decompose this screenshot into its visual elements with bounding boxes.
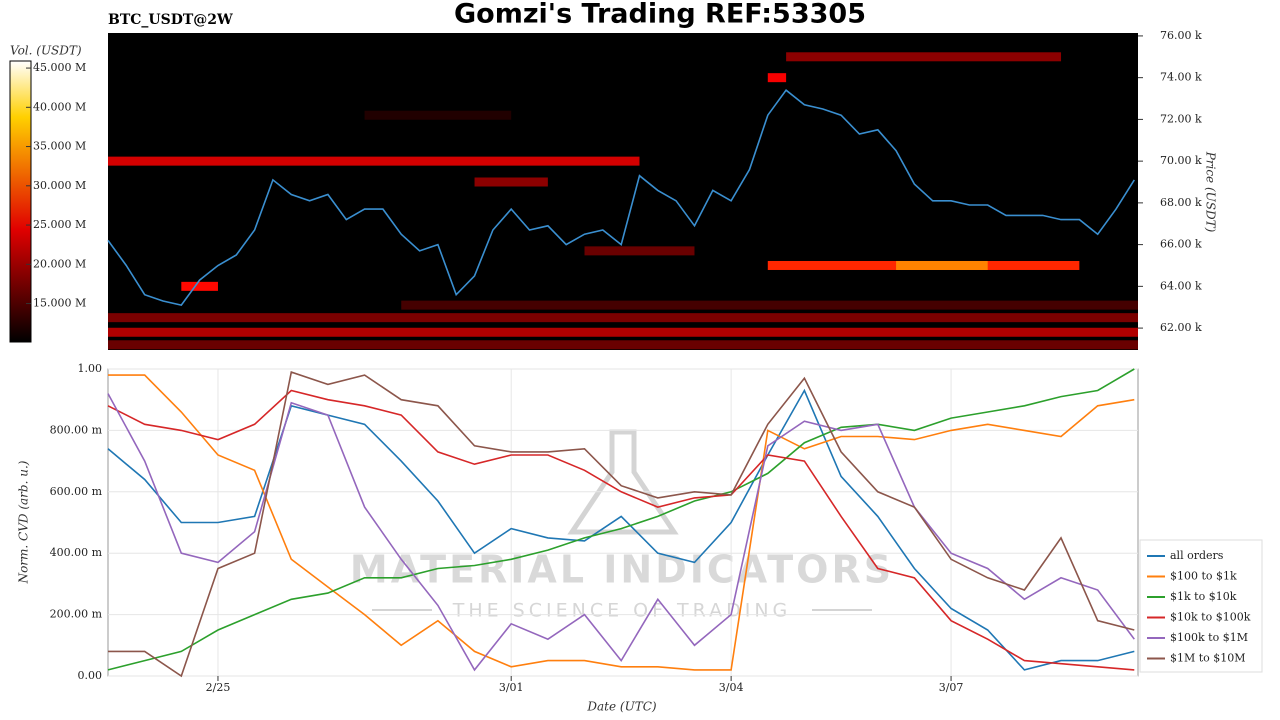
y-tick-label: 0.00 bbox=[78, 669, 103, 682]
legend-label: $100 to $1k bbox=[1170, 570, 1237, 583]
heatmap-cell bbox=[108, 327, 1138, 337]
heatmap-cell bbox=[401, 300, 1139, 310]
y-tick-label: 1.00 bbox=[78, 362, 103, 375]
cvd-line bbox=[107, 388, 1135, 671]
cvd-line bbox=[107, 389, 1135, 671]
heatmap-cell bbox=[364, 110, 512, 120]
y-tick-label: 76.00 k bbox=[1160, 29, 1202, 42]
chart-subtitle: BTC_USDT@2W bbox=[108, 12, 233, 28]
x-axis-label: Date (UTC) bbox=[586, 700, 656, 714]
colorbar bbox=[9, 60, 32, 343]
watermark-text: THE SCIENCE OF TRADING bbox=[452, 600, 792, 622]
heatmap-cell bbox=[474, 177, 548, 187]
legend-label: $10k to $100k bbox=[1170, 611, 1251, 624]
y-tick-label: 72.00 k bbox=[1160, 112, 1202, 125]
colorbar-tick-label: 40.000 M bbox=[33, 100, 86, 113]
x-tick-label: 3/07 bbox=[939, 681, 964, 694]
legend bbox=[1139, 539, 1263, 673]
colorbar-tick-label: 45.000 M bbox=[33, 61, 86, 74]
colorbar-tick-label: 25.000 M bbox=[33, 218, 86, 231]
y-tick-label: 400.00 m bbox=[50, 546, 103, 559]
x-tick-label: 3/01 bbox=[499, 681, 524, 694]
heatmap-cell bbox=[108, 156, 640, 166]
heatmap-cell bbox=[584, 246, 695, 256]
colorbar-label: Vol. (USDT) bbox=[10, 44, 82, 58]
y-tick-label: 64.00 k bbox=[1160, 279, 1202, 292]
price-line bbox=[107, 89, 1135, 306]
plot-frame bbox=[107, 368, 1139, 677]
cvd-line bbox=[108, 374, 1135, 671]
heatmap-cell bbox=[767, 73, 787, 83]
y-tick-label: 600.00 m bbox=[50, 485, 103, 498]
heatmap-cell bbox=[108, 340, 1138, 350]
y-tick-label: 74.00 k bbox=[1160, 71, 1202, 84]
cvd-line bbox=[107, 393, 1135, 672]
y-axis-label: Price (USDT) bbox=[1204, 151, 1218, 233]
cvd-line bbox=[107, 368, 1135, 671]
watermark-text: MATERIAL INDICATORS bbox=[350, 548, 894, 592]
cvd-line bbox=[108, 371, 1135, 678]
y-tick-label: 200.00 m bbox=[50, 608, 103, 621]
colorbar-tick-label: 30.000 M bbox=[33, 179, 86, 192]
heatmap-cell bbox=[896, 260, 988, 270]
y-tick-label: 62.00 k bbox=[1160, 321, 1202, 334]
colorbar-tick-label: 35.000 M bbox=[33, 140, 86, 153]
legend-label: $1M to $10M bbox=[1170, 652, 1246, 665]
legend-label: $100k to $1M bbox=[1170, 631, 1248, 644]
y-tick-label: 66.00 k bbox=[1160, 238, 1202, 251]
heatmap-cell bbox=[181, 281, 218, 291]
y-axis-label: Norm. CVD (arb. u.) bbox=[17, 460, 31, 584]
legend-label: $1k to $10k bbox=[1170, 590, 1237, 603]
x-tick-label: 3/04 bbox=[719, 681, 744, 694]
colorbar-tick-label: 15.000 M bbox=[33, 297, 86, 310]
heatmap-cell bbox=[786, 52, 1062, 62]
colorbar-tick-label: 20.000 M bbox=[33, 257, 86, 270]
y-tick-label: 800.00 m bbox=[50, 423, 103, 436]
y-tick-label: 68.00 k bbox=[1160, 196, 1202, 209]
x-tick-label: 2/25 bbox=[206, 681, 231, 694]
heatmap-cell bbox=[108, 313, 1138, 323]
heatmap-background bbox=[108, 33, 1138, 350]
watermark-flask bbox=[567, 429, 679, 535]
watermark bbox=[372, 429, 872, 611]
chart-title: Gomzi's Trading REF:53305 bbox=[454, 0, 866, 30]
legend-label: all orders bbox=[1170, 549, 1224, 562]
y-tick-label: 70.00 k bbox=[1160, 154, 1202, 167]
